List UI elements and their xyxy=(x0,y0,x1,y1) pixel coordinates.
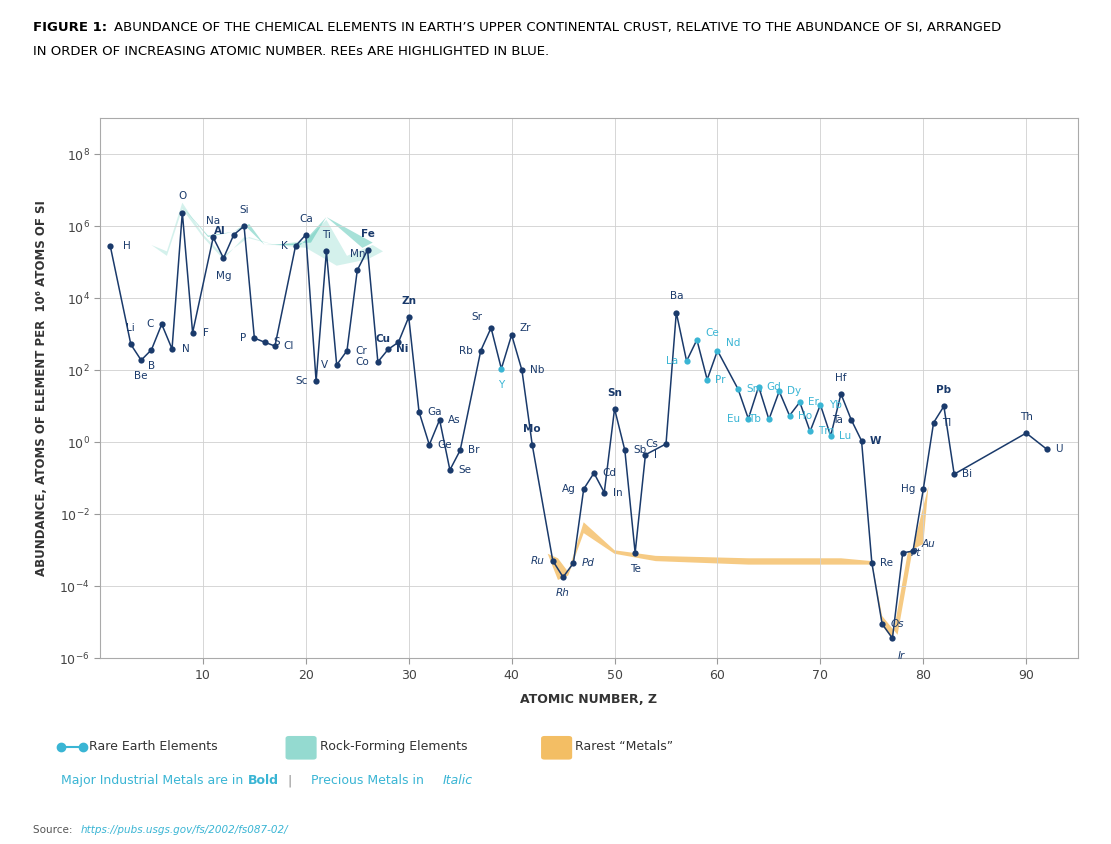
Text: Zn: Zn xyxy=(401,296,417,306)
Text: Precious Metals in: Precious Metals in xyxy=(311,774,428,787)
Text: In: In xyxy=(612,488,622,498)
Text: La: La xyxy=(667,356,679,366)
Text: Rock-Forming Elements: Rock-Forming Elements xyxy=(320,740,468,754)
Text: Rarest “Metals”: Rarest “Metals” xyxy=(575,740,673,754)
Text: Major Industrial Metals are in: Major Industrial Metals are in xyxy=(61,774,248,787)
Text: Pt: Pt xyxy=(911,548,921,558)
Text: Eu: Eu xyxy=(727,414,740,424)
Text: Nb: Nb xyxy=(530,365,544,376)
Text: |: | xyxy=(280,774,300,787)
Text: Tm: Tm xyxy=(819,426,834,436)
Text: Hf: Hf xyxy=(835,373,847,382)
Text: O: O xyxy=(178,192,187,202)
Text: I: I xyxy=(653,450,657,460)
Text: H: H xyxy=(122,241,130,252)
Text: Co: Co xyxy=(356,357,370,367)
Text: Th: Th xyxy=(1020,412,1032,422)
Text: Dy: Dy xyxy=(788,387,801,397)
Text: Rare Earth Elements: Rare Earth Elements xyxy=(89,740,218,754)
Text: Cd: Cd xyxy=(602,468,617,478)
Text: Mn: Mn xyxy=(350,249,366,259)
Text: Sc: Sc xyxy=(296,376,308,386)
Polygon shape xyxy=(182,207,372,248)
Text: Gd: Gd xyxy=(767,381,782,392)
Text: Rb: Rb xyxy=(459,346,472,355)
Text: Pd: Pd xyxy=(582,558,594,568)
Text: Ca: Ca xyxy=(299,214,312,224)
Text: Os: Os xyxy=(890,619,904,629)
Text: Ba: Ba xyxy=(670,291,683,301)
Text: Ce: Ce xyxy=(705,327,719,338)
Text: IN ORDER OF INCREASING ATOMIC NUMBER. REEs ARE HIGHLIGHTED IN BLUE.: IN ORDER OF INCREASING ATOMIC NUMBER. RE… xyxy=(33,45,550,57)
Text: Pb: Pb xyxy=(937,385,951,395)
Text: Si: Si xyxy=(239,205,249,215)
Text: Be: Be xyxy=(134,371,148,381)
Y-axis label: ABUNDANCE, ATOMS OF ELEMENT PER  10⁶ ATOMS OF SI: ABUNDANCE, ATOMS OF ELEMENT PER 10⁶ ATOM… xyxy=(36,200,48,576)
Text: Yb: Yb xyxy=(829,400,841,409)
Text: S: S xyxy=(273,338,280,347)
Text: Tl: Tl xyxy=(942,418,951,428)
Text: Sr: Sr xyxy=(472,312,483,322)
Text: F: F xyxy=(203,327,209,338)
Text: Cu: Cu xyxy=(376,333,390,344)
Text: Mo: Mo xyxy=(523,424,541,434)
Text: Sm: Sm xyxy=(747,384,763,394)
Text: Br: Br xyxy=(469,446,480,455)
Text: Cr: Cr xyxy=(356,346,367,355)
Text: Ho: Ho xyxy=(798,410,812,420)
Text: Mg: Mg xyxy=(216,271,231,281)
Text: Ge: Ge xyxy=(438,440,452,450)
Text: Sb: Sb xyxy=(633,446,647,455)
Text: Ru: Ru xyxy=(531,556,544,565)
Text: Y: Y xyxy=(498,380,504,390)
Text: N: N xyxy=(182,344,190,354)
Text: Er: Er xyxy=(808,398,819,407)
Text: Source:: Source: xyxy=(33,825,76,836)
Text: Sn: Sn xyxy=(607,387,622,398)
Text: B: B xyxy=(148,361,156,371)
Text: Lu: Lu xyxy=(839,431,851,441)
X-axis label: ATOMIC NUMBER, Z: ATOMIC NUMBER, Z xyxy=(520,693,658,706)
Text: Ti: Ti xyxy=(322,230,331,241)
Text: Ga: Ga xyxy=(428,407,442,417)
Text: Ta: Ta xyxy=(832,414,843,425)
Text: Se: Se xyxy=(458,465,471,475)
Text: Ir: Ir xyxy=(898,652,904,662)
Polygon shape xyxy=(548,486,929,639)
Text: Bold: Bold xyxy=(248,774,279,787)
Text: Fe: Fe xyxy=(361,229,374,239)
Text: C: C xyxy=(147,319,153,329)
Text: Cs: Cs xyxy=(644,439,658,449)
Text: Te: Te xyxy=(630,564,641,574)
Text: FIGURE 1:: FIGURE 1: xyxy=(33,21,108,34)
Text: Tb: Tb xyxy=(748,414,761,425)
Text: As: As xyxy=(448,414,460,425)
Text: K: K xyxy=(281,241,288,252)
Text: Ag: Ag xyxy=(562,484,575,494)
Text: Al: Al xyxy=(214,226,226,236)
Text: V: V xyxy=(321,360,329,370)
Text: Hg: Hg xyxy=(901,484,915,494)
Text: Au: Au xyxy=(921,538,935,549)
Text: Rh: Rh xyxy=(557,588,570,598)
Text: Zr: Zr xyxy=(520,322,531,333)
Text: Na: Na xyxy=(207,216,220,226)
Text: Nd: Nd xyxy=(725,338,740,349)
Text: Italic: Italic xyxy=(442,774,472,787)
Text: Ni: Ni xyxy=(397,344,409,354)
Text: Bi: Bi xyxy=(962,469,972,479)
Text: Li: Li xyxy=(127,323,136,333)
Text: ABUNDANCE OF THE CHEMICAL ELEMENTS IN EARTH’S UPPER CONTINENTAL CRUST, RELATIVE : ABUNDANCE OF THE CHEMICAL ELEMENTS IN EA… xyxy=(114,21,1002,34)
Text: https://pubs.usgs.gov/fs/2002/fs087-02/: https://pubs.usgs.gov/fs/2002/fs087-02/ xyxy=(81,825,289,836)
Text: P: P xyxy=(240,333,247,344)
Text: Re: Re xyxy=(880,558,893,568)
Polygon shape xyxy=(151,203,383,266)
Text: Pr: Pr xyxy=(715,375,725,385)
Text: U: U xyxy=(1055,444,1062,454)
Text: W: W xyxy=(870,436,881,446)
Text: Cl: Cl xyxy=(283,341,293,351)
